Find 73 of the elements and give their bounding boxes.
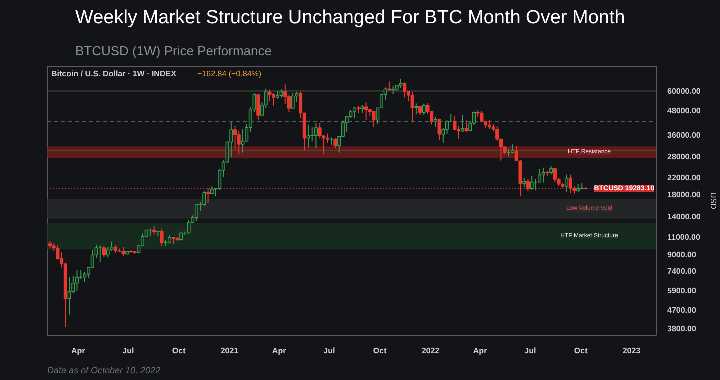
- x-tick-label: Oct: [373, 346, 388, 356]
- y-tick-label: 3800.00: [668, 324, 697, 334]
- y-tick-label: 18000.00: [668, 190, 702, 200]
- y-tick-label: 28000.00: [668, 152, 702, 162]
- y-tick-label: 5900.00: [668, 286, 697, 296]
- candlestick: [422, 103, 426, 116]
- candlestick: [488, 120, 492, 130]
- x-tick-label: Apr: [473, 346, 488, 356]
- y-tick-label: 9000.00: [668, 250, 697, 260]
- x-tick-label: Apr: [71, 346, 86, 356]
- candlestick: [564, 174, 569, 192]
- candlestick: [241, 128, 245, 154]
- x-tick-label: 2021: [220, 346, 240, 356]
- candlestick: [334, 138, 338, 148]
- candlestick: [372, 111, 376, 128]
- candlestick: [352, 106, 357, 119]
- candlestick: [233, 125, 238, 150]
- candlestick: [464, 120, 468, 133]
- candlestick: [530, 175, 534, 191]
- x-tick-label: Oct: [574, 346, 588, 356]
- x-tick-label: Oct: [172, 346, 186, 356]
- x-tick-label: Jul: [524, 346, 536, 356]
- y-tick-label: 36000.00: [668, 131, 702, 140]
- candlestick: [568, 174, 572, 194]
- candlestick: [268, 89, 272, 102]
- candlestick: [68, 276, 72, 316]
- candlestick: [403, 82, 407, 98]
- candlestick: [553, 168, 557, 183]
- annotation: −162.84 (−0.84%): [198, 70, 262, 78]
- x-tick-label: Jul: [324, 346, 336, 356]
- candlestick: [83, 272, 87, 283]
- y-tick-label: 11000.00: [668, 233, 701, 242]
- candlestick: [206, 188, 210, 204]
- x-tick-label: Apr: [272, 346, 286, 356]
- candlestick: [56, 245, 60, 260]
- candlestick: [256, 94, 260, 120]
- candlestick: [230, 121, 234, 158]
- y-tick-label: 14000.00: [668, 212, 702, 222]
- candlestick: [237, 130, 241, 155]
- candlestick: [272, 92, 276, 107]
- candlestick: [291, 92, 295, 110]
- candlestick: [194, 204, 198, 222]
- candlestick: [410, 92, 414, 122]
- y-tick-label: 4700.00: [668, 306, 697, 316]
- candlestick: [160, 228, 164, 247]
- x-tick-label: 2023: [622, 346, 642, 356]
- annotation: Bitcoin / U.S. Dollar · 1W · INDEX: [52, 70, 178, 78]
- candlestick: [388, 81, 392, 92]
- y-tick-label: 22000.00: [668, 173, 702, 182]
- candlestick: [522, 177, 526, 188]
- candlestick: [453, 116, 457, 131]
- candlestick: [180, 231, 184, 242]
- candlestick: [526, 178, 530, 192]
- y-tick-label: 7400.00: [668, 267, 697, 276]
- candlestick: [364, 102, 368, 121]
- candlestick: [434, 116, 438, 128]
- candlestick: [102, 246, 106, 258]
- candlestick: [306, 124, 310, 148]
- x-tick-label: 2022: [422, 346, 440, 356]
- candlestick: [75, 270, 80, 292]
- candlestick: [414, 103, 418, 116]
- candlestick: [542, 167, 546, 184]
- y-tick-label: 60000.00: [668, 87, 702, 96]
- chart-title: Weekly Market Structure Unchanged For BTC Month Over Month: [76, 8, 626, 28]
- candlestick: [460, 114, 464, 133]
- candlestick: [314, 122, 318, 148]
- y-axis-title: USD: [708, 192, 718, 210]
- x-tick-label: Jul: [122, 346, 134, 356]
- candlestick: [480, 110, 484, 122]
- y-tick-label: 48000.00: [668, 106, 702, 116]
- candlestick: [438, 118, 442, 141]
- text: Data as of October 10, 2022: [48, 366, 161, 376]
- chart-subtitle: BTCUSD (1W) Price Performance: [76, 44, 272, 58]
